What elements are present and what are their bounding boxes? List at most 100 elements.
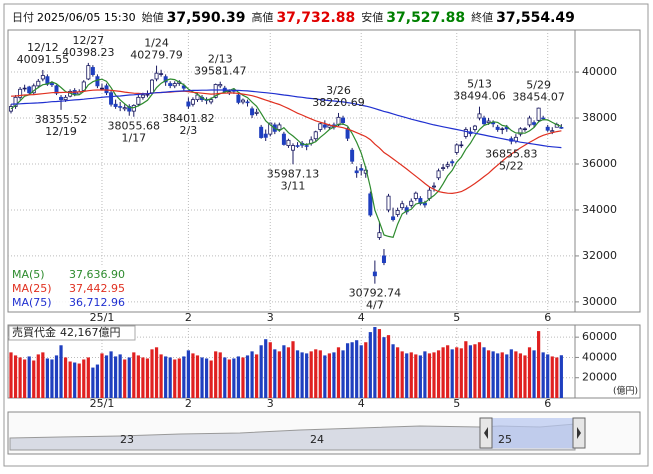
candle-body: [236, 94, 241, 103]
volume-bar: [150, 349, 154, 398]
header-label: 始値: [142, 10, 164, 24]
volume-bar: [550, 356, 554, 398]
volume-bar: [300, 352, 304, 398]
candle-body: [40, 75, 45, 80]
volume-bar: [100, 353, 104, 398]
volume-bar: [223, 357, 227, 398]
volume-title-value: 42,167億円: [60, 326, 121, 339]
candle-body: [450, 161, 455, 164]
volume-axis-frame: [574, 324, 641, 399]
volume-bar: [477, 342, 482, 398]
y-tick-label: 34000: [582, 203, 617, 216]
volume-bar: [455, 347, 459, 398]
volume-bar: [18, 357, 22, 398]
candle-body: [472, 125, 477, 130]
candle-body: [54, 85, 59, 94]
volume-bar: [264, 339, 268, 398]
x-tick-label: 3: [267, 397, 274, 410]
volume-bar: [305, 353, 309, 398]
volume-bar: [9, 352, 13, 398]
navigator-label: 23: [120, 433, 134, 446]
volume-bar: [314, 349, 318, 398]
volume-bar: [541, 352, 545, 398]
volume-bar: [136, 355, 140, 398]
candle-body: [495, 126, 500, 130]
candle-body: [341, 117, 346, 124]
candle-body: [86, 65, 91, 80]
volume-bar: [364, 342, 368, 398]
y-tick-label: 32000: [582, 249, 617, 262]
candle-body: [150, 79, 155, 94]
volume-title-box: [8, 325, 136, 341]
volume-bar: [514, 351, 518, 398]
volume-bar: [482, 347, 486, 398]
annotation-date: 5/22: [499, 159, 524, 172]
annotation-date: 2/3: [180, 124, 198, 137]
volume-bar: [409, 352, 413, 398]
candle-body: [104, 85, 109, 94]
volume-bar: [186, 350, 190, 398]
volume-bar: [227, 359, 231, 398]
candle-body: [22, 87, 27, 90]
volume-bar: [277, 351, 281, 398]
volume-bar: [23, 359, 27, 398]
y-tick-label: 38000: [582, 111, 617, 124]
annotation-date: 12/19: [45, 125, 77, 138]
legend-name: MA(75): [12, 296, 52, 309]
x-tick-label: 4: [358, 397, 365, 410]
candle-body: [386, 195, 391, 211]
candle-body: [318, 123, 323, 130]
volume-bar: [373, 327, 377, 398]
candle-body: [359, 168, 364, 171]
candle-body: [18, 88, 23, 98]
volume-bar: [250, 351, 254, 398]
volume-bar: [518, 353, 523, 398]
volume-bar: [295, 350, 300, 398]
header-value: 2025/06/05 15:30: [37, 11, 136, 24]
legend-value: 37,636.90: [69, 268, 125, 281]
annotation-date: 5/13: [467, 78, 492, 91]
volume-bar: [95, 364, 100, 398]
annotation-value: 38055.68: [108, 120, 161, 133]
volume-bar: [423, 351, 427, 398]
volume-bar: [177, 358, 181, 398]
x-tick-label: 25/1: [90, 311, 115, 324]
volume-bar: [309, 351, 313, 398]
candle-body: [263, 133, 268, 138]
volume-bar: [286, 347, 291, 398]
volume-bar: [396, 347, 400, 398]
navigator-label: 25: [498, 433, 512, 446]
candle-body: [245, 101, 250, 104]
volume-bar: [114, 356, 118, 398]
header-value: 37,590.39: [167, 10, 246, 26]
volume-bar: [359, 345, 363, 398]
y-tick-label: 40000: [582, 65, 617, 78]
candle-body: [63, 96, 68, 101]
y-tick-label: 30000: [582, 295, 617, 308]
navigator-label: 24: [310, 433, 324, 446]
candle-body: [522, 128, 527, 131]
volume-bar: [382, 337, 386, 398]
header-label: 日付: [12, 11, 34, 24]
volume-bar: [45, 358, 49, 398]
handle-arrow: [577, 427, 581, 439]
volume-bar: [209, 360, 213, 398]
candle-body: [395, 210, 400, 215]
volume-bar: [332, 352, 336, 398]
volume-bar: [255, 354, 259, 398]
volume-bar: [32, 360, 36, 398]
volume-bar: [77, 363, 81, 398]
candle-body: [432, 185, 437, 188]
volume-bar: [496, 353, 500, 398]
volume-bar: [154, 347, 159, 398]
volume-bar: [391, 344, 395, 398]
volume-bar: [118, 354, 122, 398]
volume-bar: [218, 352, 222, 398]
volume-bar: [468, 345, 472, 398]
volume-bar: [341, 350, 345, 398]
volume-bar: [464, 341, 468, 398]
navigator-window[interactable]: [490, 418, 574, 448]
annotation-value: 38401.82: [162, 112, 215, 125]
annotation-value: 38494.06: [453, 90, 506, 103]
candle-body: [368, 193, 373, 216]
